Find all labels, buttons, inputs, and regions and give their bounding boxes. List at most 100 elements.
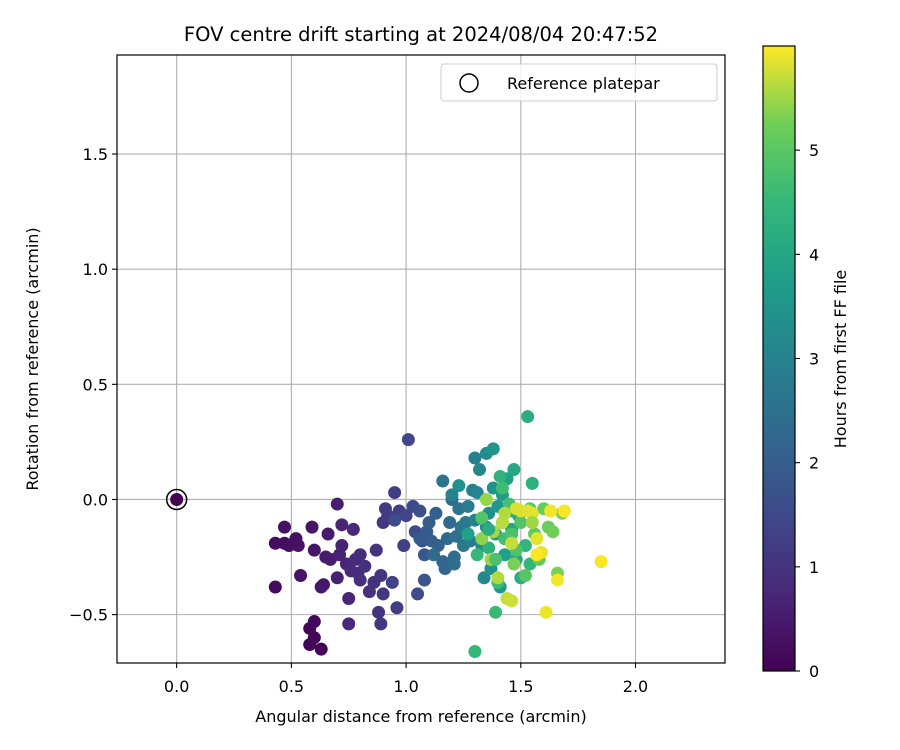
x-tick-label: 1.5	[508, 677, 533, 696]
x-axis-label: Angular distance from reference (arcmin)	[255, 707, 586, 726]
y-tick-label: 0.0	[83, 490, 108, 509]
data-point	[358, 559, 372, 573]
data-point	[390, 601, 404, 615]
y-axis-ticks: −0.5 0.0 0.5 1.0 1.5	[69, 145, 117, 625]
data-point	[294, 568, 308, 582]
data-point	[268, 536, 282, 550]
data-point	[479, 492, 493, 506]
data-point	[316, 578, 330, 592]
data-point	[514, 516, 528, 530]
data-point	[397, 539, 411, 553]
data-point	[493, 469, 507, 483]
data-point	[427, 548, 441, 562]
data-point	[594, 555, 608, 569]
data-point	[477, 571, 491, 585]
legend-box	[440, 63, 718, 102]
colorbar-tick-label: 3	[809, 350, 819, 369]
colorbar-ticks: 0 1 2 3 4 5	[795, 141, 819, 681]
data-point	[305, 520, 319, 534]
data-point	[489, 552, 503, 566]
data-point	[505, 536, 519, 550]
data-point	[401, 433, 415, 447]
legend-marker-icon	[459, 73, 479, 93]
data-point	[353, 573, 367, 587]
data-point	[372, 605, 386, 619]
data-point	[443, 516, 457, 530]
data-point	[268, 580, 282, 594]
data-point	[376, 587, 390, 601]
data-point	[486, 481, 500, 495]
data-point	[491, 571, 505, 585]
data-point	[530, 532, 544, 546]
data-point	[539, 605, 553, 619]
data-point	[307, 615, 321, 629]
y-axis-label: Rotation from reference (arcmin)	[23, 227, 42, 490]
data-point	[505, 527, 519, 541]
plot-frame	[116, 54, 726, 664]
data-point	[335, 539, 349, 553]
data-point	[525, 476, 539, 490]
data-point	[546, 525, 560, 539]
data-point	[353, 548, 367, 562]
reference-marker-layer	[165, 488, 188, 511]
data-point	[507, 557, 521, 571]
y-tick-label: −0.5	[69, 606, 108, 625]
legend-entry-label: Reference platepar	[507, 74, 660, 93]
data-point	[495, 481, 509, 495]
data-point	[544, 504, 558, 518]
colorbar-tick-label: 2	[809, 454, 819, 473]
data-point	[461, 499, 475, 513]
data-point	[470, 486, 484, 500]
data-point	[369, 543, 383, 557]
y-tick-label: 1.5	[83, 145, 108, 164]
colorbar-tick-label: 1	[809, 558, 819, 577]
chart-title: FOV centre drift starting at 2024/08/04 …	[184, 23, 658, 46]
data-point	[314, 642, 328, 656]
data-point	[374, 617, 388, 631]
data-point	[413, 504, 427, 518]
data-point	[468, 644, 482, 658]
data-point	[346, 522, 360, 536]
data-point	[530, 548, 544, 562]
data-point	[507, 463, 521, 477]
x-tick-label: 1.0	[393, 677, 418, 696]
data-point	[475, 511, 489, 525]
data-point	[399, 509, 413, 523]
reference-point	[170, 492, 184, 506]
scatter-points	[268, 410, 608, 658]
data-point	[413, 532, 427, 546]
data-point	[374, 568, 388, 582]
data-point	[342, 617, 356, 631]
data-point	[447, 557, 461, 571]
data-point	[452, 479, 466, 493]
data-point	[521, 410, 535, 424]
data-point	[461, 527, 475, 541]
grid	[117, 55, 725, 663]
data-point	[436, 474, 450, 488]
data-point	[330, 497, 344, 511]
data-point	[498, 506, 512, 520]
data-point	[468, 451, 482, 465]
data-point	[505, 594, 519, 608]
x-axis-ticks: 0.0 0.5 1.0 1.5 2.0	[164, 663, 648, 696]
x-tick-label: 0.0	[164, 677, 189, 696]
data-point	[321, 527, 335, 541]
data-point	[307, 543, 321, 557]
data-point	[525, 516, 539, 530]
data-point	[330, 571, 344, 585]
data-point	[482, 541, 496, 555]
data-point	[486, 442, 500, 456]
data-point	[429, 506, 443, 520]
data-point	[475, 532, 489, 546]
reference-platepar-marker	[165, 488, 188, 511]
data-point	[525, 506, 539, 520]
data-point	[417, 548, 431, 562]
data-point	[518, 568, 532, 582]
data-point	[388, 513, 402, 527]
data-point	[482, 522, 496, 536]
data-point	[489, 605, 503, 619]
data-point	[417, 573, 431, 587]
legend: Reference platepar	[440, 63, 718, 102]
data-point	[342, 592, 356, 606]
